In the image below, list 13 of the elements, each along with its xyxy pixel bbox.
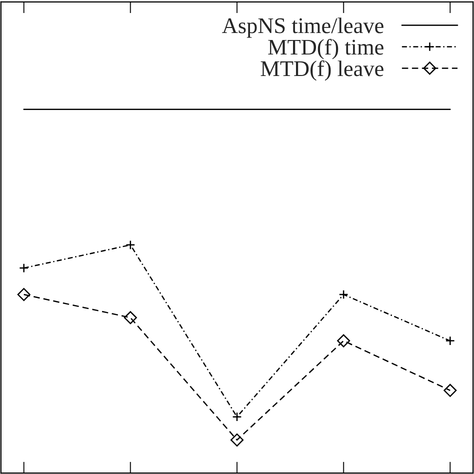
- point: [19, 263, 29, 273]
- point: [232, 412, 242, 422]
- point: [444, 384, 457, 397]
- legend-label: AspNS time/leave: [222, 18, 384, 38]
- point: [17, 288, 30, 302]
- point: [337, 334, 350, 348]
- legend-label: MTD(f) time: [268, 38, 384, 60]
- point: [230, 433, 244, 447]
- point: [338, 290, 348, 300]
- point: [126, 240, 136, 250]
- legend-label: MTD(f) leave: [260, 60, 384, 81]
- point: [124, 311, 137, 324]
- point: [445, 336, 455, 346]
